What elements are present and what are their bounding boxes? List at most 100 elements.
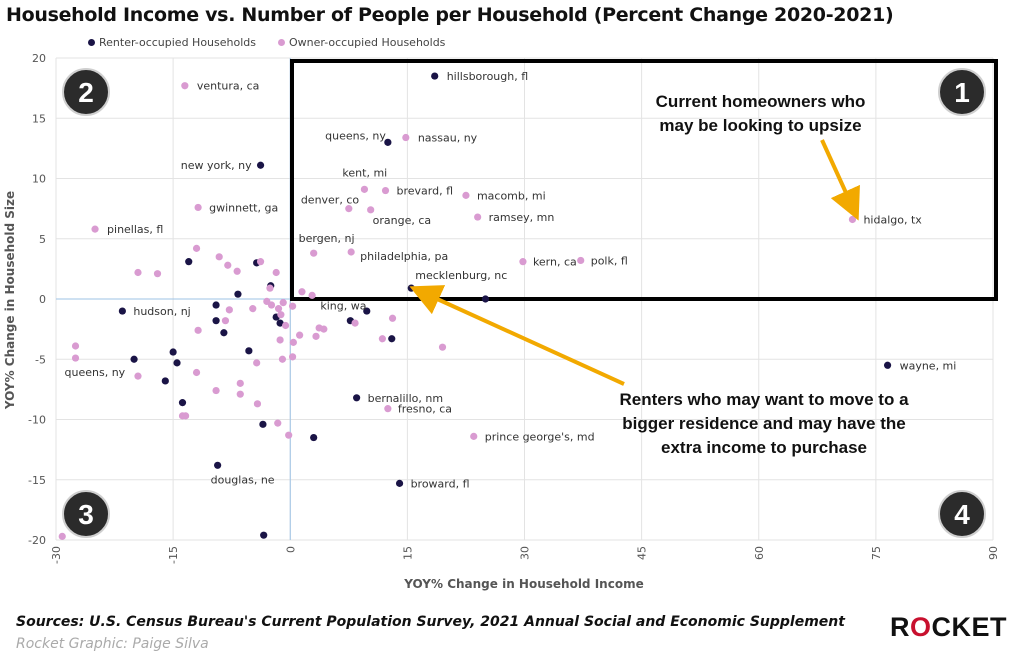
quadrant-number: 3 — [78, 499, 94, 530]
x-tick-label: 0 — [284, 546, 297, 553]
y-axis-title: YOY% Change in Household Size — [3, 191, 17, 410]
owner-point — [215, 253, 223, 261]
owner-point — [462, 191, 470, 199]
owner-point — [192, 368, 201, 377]
owner-point — [577, 256, 585, 265]
point-label: hillsborough, fl — [447, 70, 528, 83]
x-tick-label: 75 — [870, 546, 883, 560]
owner-point — [381, 186, 390, 195]
owner-point — [181, 82, 189, 90]
page-title: Household Income vs. Number of People pe… — [6, 4, 894, 26]
owner-point — [347, 248, 355, 256]
owner-point — [233, 267, 241, 275]
renter-point — [118, 307, 126, 315]
owner-point — [194, 326, 202, 334]
point-label: hudson, nj — [133, 305, 190, 318]
owner-point — [91, 225, 99, 233]
quadrant-number: 1 — [954, 77, 970, 108]
owner-point — [320, 325, 328, 333]
owner-point — [288, 302, 297, 310]
owner-point — [351, 319, 359, 327]
owner-point — [378, 335, 386, 343]
legend-marker-owner — [278, 39, 285, 46]
logo-text-rest: CKET — [931, 612, 1008, 642]
owner-point — [308, 291, 316, 299]
quadrant-badge — [938, 68, 986, 116]
point-label: hidalgo, tx — [863, 213, 922, 226]
renter-point — [353, 394, 361, 402]
point-label: prince george's, md — [485, 430, 595, 443]
point-label: queens, ny — [325, 129, 386, 142]
renter-point — [388, 335, 396, 343]
x-tick-label: -15 — [167, 546, 180, 564]
point-label: kern, ca — [533, 256, 577, 269]
x-tick-label: 15 — [401, 546, 414, 560]
legend-label-renter: Renter-occupied Households — [99, 36, 256, 49]
owner-point — [278, 355, 287, 363]
renter-point — [185, 258, 193, 266]
point-label: orange, ca — [373, 214, 432, 227]
renter-point — [245, 347, 253, 355]
quadrant-badge — [938, 490, 986, 538]
homeowners-annotation: Current homeowners who may be looking to… — [655, 92, 866, 135]
y-tick-label: -15 — [28, 474, 46, 487]
rocket-logo: ROCKET — [890, 612, 1007, 643]
point-label: broward, fl — [411, 477, 470, 490]
renters-annotation: Renters who may want to move to a bigger… — [619, 390, 909, 457]
owner-point — [402, 133, 410, 142]
point-label: douglas, ne — [211, 473, 275, 486]
x-tick-label: 90 — [987, 546, 1000, 560]
renter-point — [173, 359, 181, 367]
logo-text-o: O — [910, 612, 932, 642]
x-tick-label: 60 — [753, 546, 766, 560]
legend-marker-renter — [88, 39, 95, 46]
owner-point — [192, 244, 201, 252]
homeowners-arrow — [820, 139, 860, 221]
y-tick-label: 0 — [39, 293, 46, 306]
point-label: kent, mi — [342, 166, 387, 179]
renter-point — [259, 420, 267, 428]
owner-point — [312, 332, 320, 340]
owner-point — [345, 205, 353, 213]
owner-point — [272, 268, 280, 277]
owner-point — [281, 321, 290, 330]
y-tick-label: -10 — [28, 414, 46, 427]
renter-point — [212, 301, 220, 309]
point-label: polk, fl — [591, 254, 628, 267]
owner-point — [388, 314, 397, 322]
x-axis-title: YOY% Change in Household Income — [403, 577, 643, 591]
renter-point — [431, 72, 439, 80]
quadrant-badge — [62, 68, 110, 116]
quadrant-badge — [62, 490, 110, 538]
renters-arrow — [409, 285, 625, 386]
y-tick-label: -5 — [35, 353, 46, 366]
owner-point — [134, 268, 142, 277]
renter-point — [260, 531, 268, 539]
owner-point — [288, 353, 297, 361]
point-label: macomb, mi — [477, 189, 546, 202]
point-label: nassau, ny — [418, 132, 478, 145]
renter-point — [214, 461, 222, 469]
renter-point — [276, 319, 284, 327]
logo-text-r: R — [890, 612, 910, 642]
renter-point — [481, 295, 490, 303]
owner-point — [276, 336, 284, 344]
x-tick-label: 45 — [636, 546, 649, 560]
owner-point — [296, 331, 304, 339]
point-label: wayne, mi — [900, 359, 957, 372]
owner-point — [279, 299, 287, 307]
renter-point — [212, 317, 220, 325]
point-label: denver, co — [301, 194, 360, 207]
y-tick-label: 20 — [32, 52, 46, 65]
source-note: Sources: U.S. Census Bureau's Current Po… — [16, 614, 845, 630]
renter-point — [407, 284, 415, 292]
point-label: fresno, ca — [398, 403, 452, 416]
owner-point — [266, 284, 274, 292]
renter-point — [384, 138, 392, 146]
legend-item-renter: Renter-occupied Households — [88, 36, 256, 49]
point-label: mecklenburg, nc — [415, 269, 507, 282]
owner-point — [360, 185, 369, 193]
point-label: queens, ny — [65, 366, 126, 379]
owner-point — [212, 386, 220, 395]
owner-point — [274, 419, 282, 427]
